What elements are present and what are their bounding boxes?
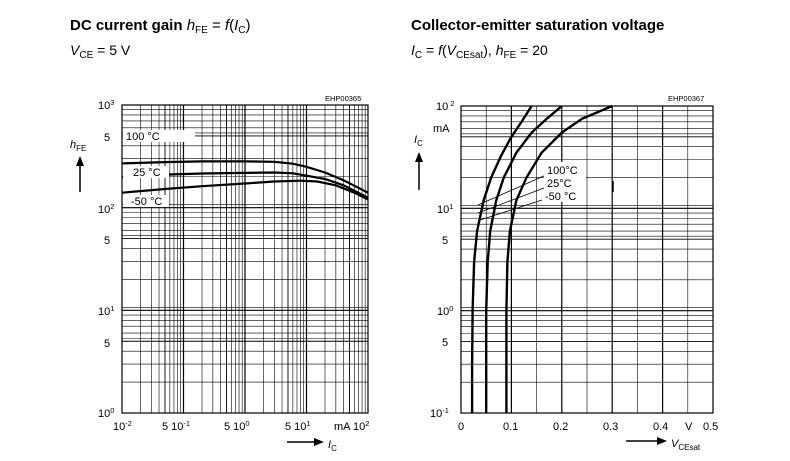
chart-2-series-label: 25°C [547, 178, 572, 190]
chart-2-series-label: -50 °C [545, 191, 576, 203]
chart-1-xtick: 5 100 [224, 419, 250, 433]
chart-1-ytick: 5 [104, 132, 110, 144]
chart-1-series-label: 25 °C [133, 167, 161, 179]
chart-2-code: EHP00367 [668, 94, 704, 103]
chart-2-label-bg [544, 162, 586, 202]
chart-2-xlabel-arrow-icon [626, 437, 667, 445]
chart-1-series-line [121, 179, 369, 201]
chart-2-xtick: 0.1 [503, 421, 518, 433]
chart-1-xlabel-arrow-icon [287, 438, 324, 446]
chart-1-ylabel: hFE [70, 139, 86, 153]
chart-1-series-label: -50 °C [131, 196, 162, 208]
chart-2-series-label: 100°C [547, 165, 578, 177]
chart-2-grid [461, 106, 713, 413]
chart-1-subtitle: VCE = 5 V [70, 42, 131, 61]
chart-1-label-bg [123, 195, 169, 207]
chart-1-xtick: mA 102 [334, 419, 369, 433]
chart-2-ytick: 101 [437, 202, 453, 216]
chart-1-xlabel: IC [328, 439, 337, 453]
chart-1-series [121, 160, 369, 201]
chart-1-ytick: 102 [98, 202, 114, 216]
chart-2-title: Collector-emitter saturation voltage [411, 17, 664, 34]
chart-2-ytick: 10 2 [436, 99, 454, 113]
chart-2-yunit: mA [433, 123, 450, 135]
chart-2-series-line [505, 104, 613, 413]
chart-1-ytick: 5 [104, 235, 110, 247]
chart-2-ylabel-arrow-icon [415, 152, 423, 190]
chart-2-xunit: V [685, 421, 693, 433]
chart-2-ytick: 10-1 [430, 406, 449, 420]
chart-1-xtick: 5 10-1 [162, 419, 190, 433]
chart-2-plot [460, 104, 714, 414]
chart-1-code: EHP00365 [325, 94, 361, 103]
chart-2-xtick: 0.2 [553, 421, 568, 433]
chart-1-label-bg [123, 130, 195, 142]
chart-2-ytick: 100 [437, 304, 453, 318]
chart-2-xtick: 0 [458, 421, 464, 433]
chart-1-series-label: 100 °C [126, 131, 160, 143]
chart-2-frame [460, 105, 714, 414]
chart-2-ytick: 5 [442, 235, 448, 247]
chart-2-xtick: 0.5 [703, 421, 718, 433]
chart-2-xlabel: VCEsat [671, 438, 701, 452]
chart-1-plot [121, 104, 369, 414]
chart-2-xtick: 0.3 [603, 421, 618, 433]
chart-2-series-leaders [477, 174, 547, 221]
chart-1-ylabel-arrow-icon [76, 156, 84, 192]
chart-1-ytick: 5 [104, 338, 110, 350]
chart-2-ytick: 5 [442, 337, 448, 349]
chart-1-grid [122, 105, 368, 413]
chart-1-xtick: 10-2 [113, 419, 132, 433]
chart-1-ytick: 103 [98, 98, 114, 112]
chart-2-series-line [470, 105, 533, 413]
chart-2-ylabel: IC [414, 134, 423, 148]
chart-1-series-line [121, 160, 369, 194]
chart-1-series-line [121, 171, 369, 199]
chart-1-xtick: 5 101 [285, 419, 311, 433]
chart-1-ytick: 100 [98, 406, 114, 420]
chart-1-frame [121, 104, 369, 414]
chart-1-label-bg [123, 166, 169, 178]
chart-2-series-line [485, 105, 563, 413]
chart-2-subtitle: IC = f(VCEsat), hFE = 20 [411, 42, 548, 61]
chart-1-ytick: 101 [98, 304, 114, 318]
chart-1-title: DC current gain hFE = f(IC) [70, 17, 251, 36]
chart-2-series [470, 104, 613, 413]
chart-2-xtick: 0.4 [653, 421, 668, 433]
